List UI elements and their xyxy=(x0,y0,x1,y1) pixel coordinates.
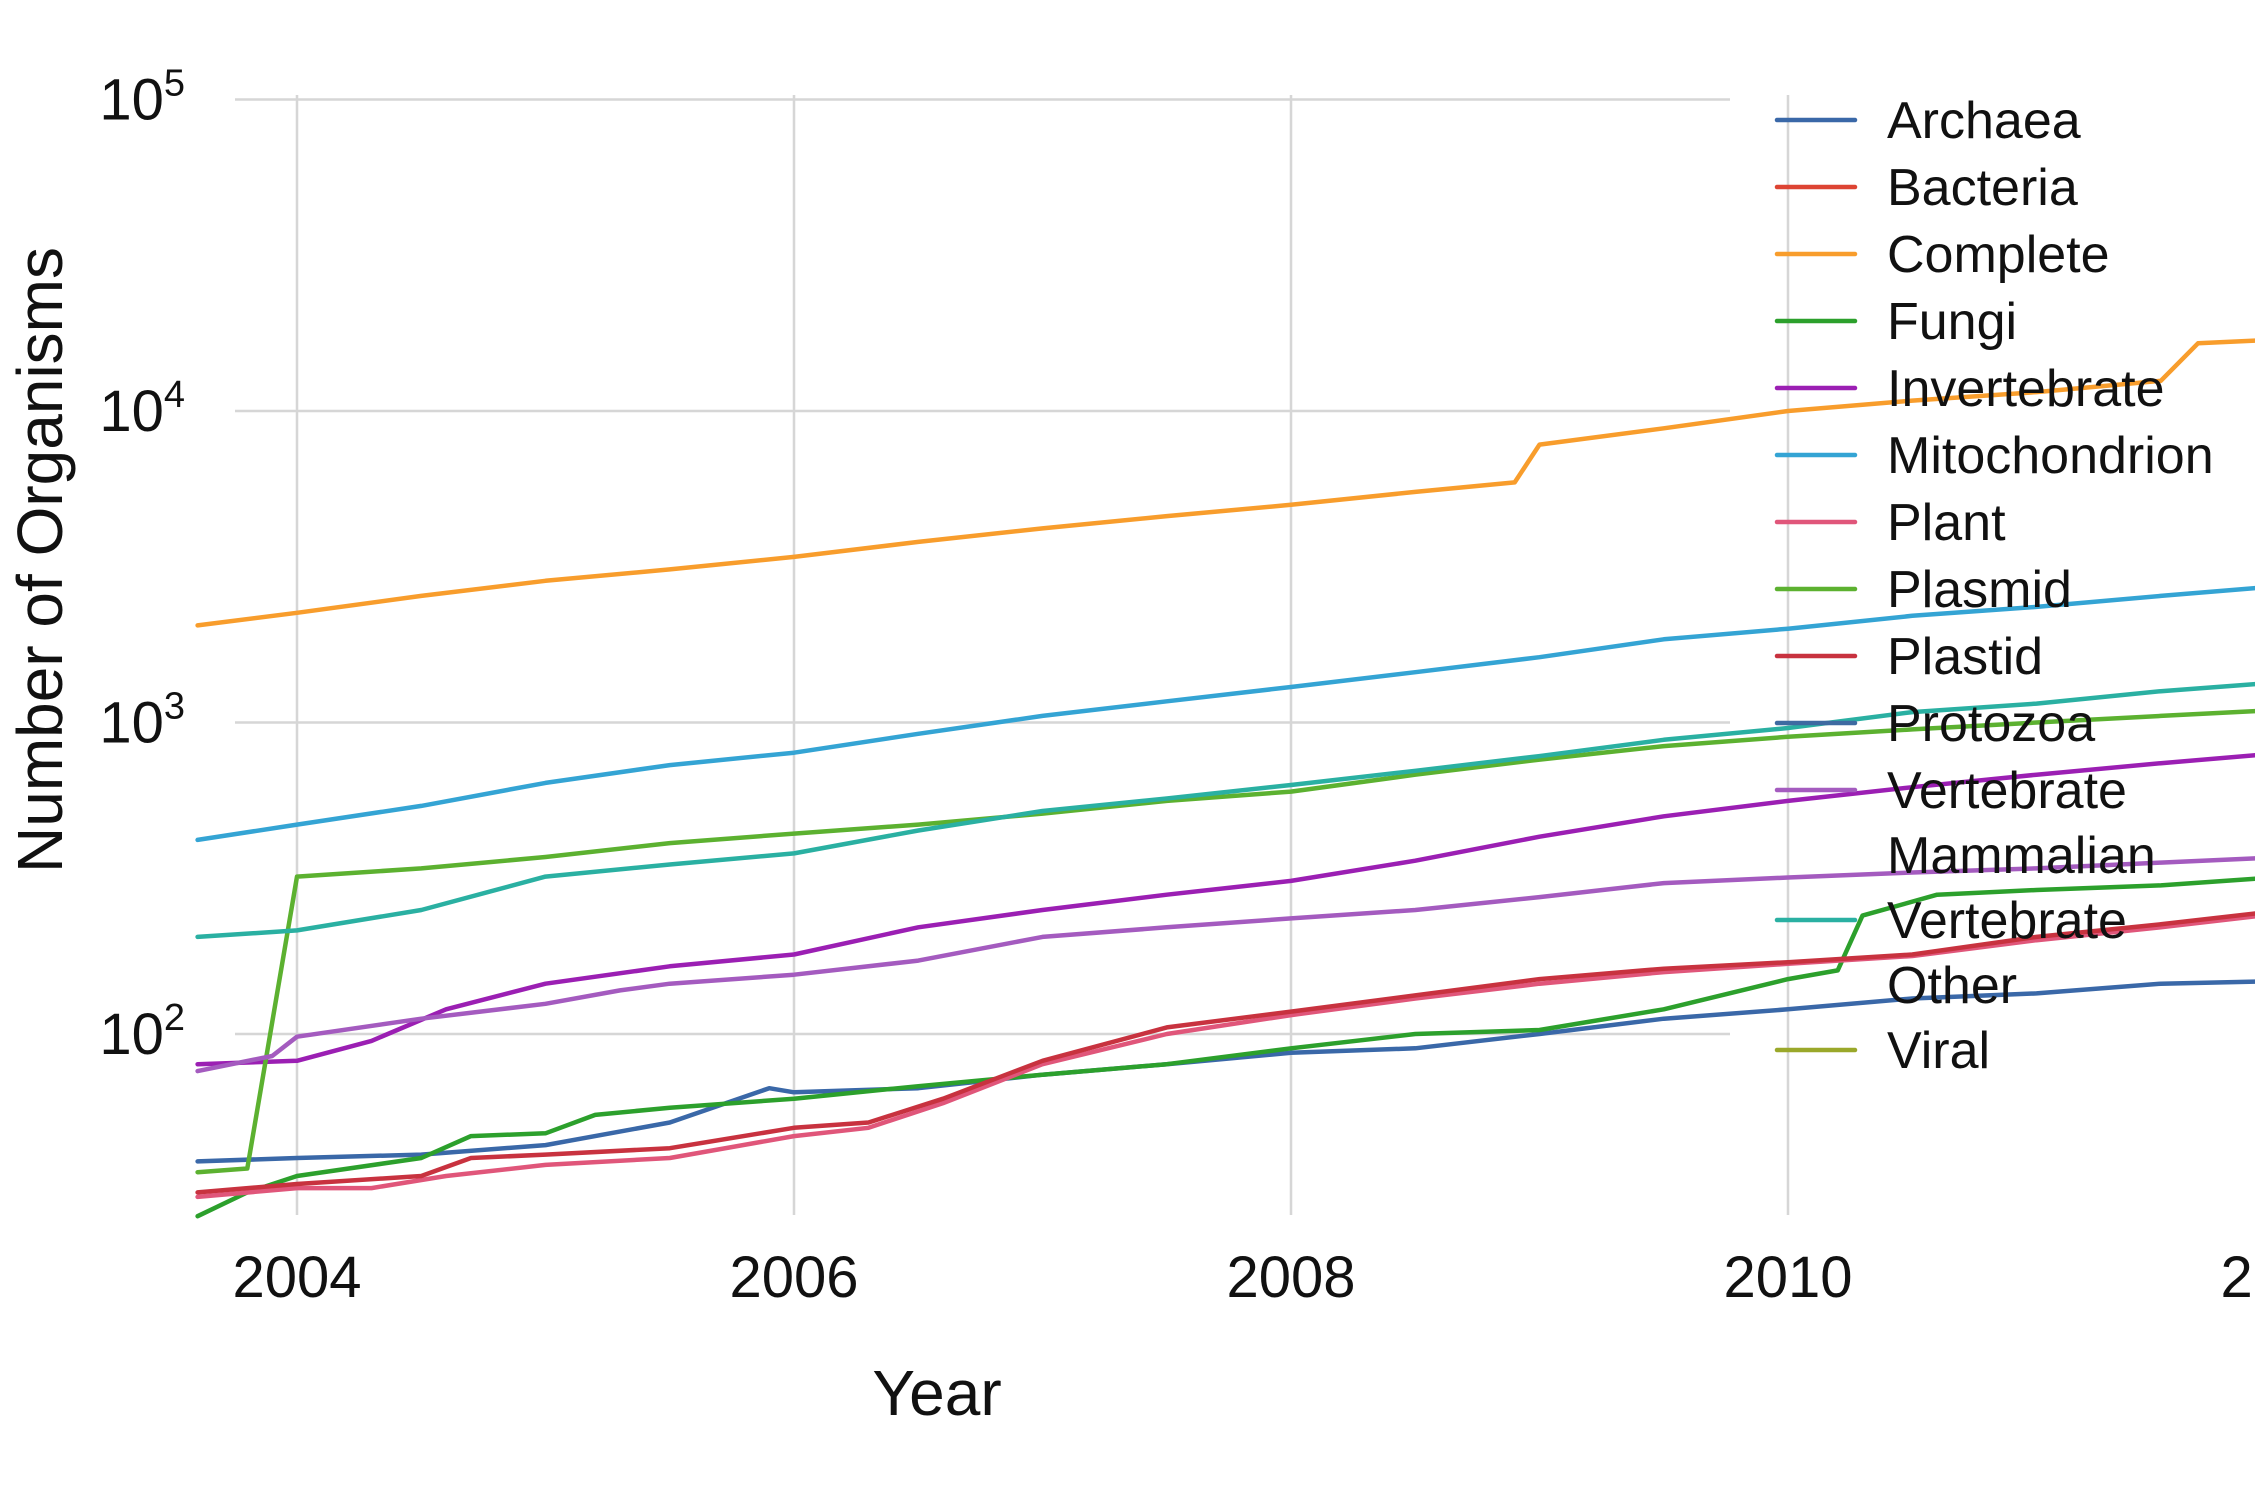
legend-item: Archaea xyxy=(1774,92,2081,150)
legend-label: Archaea xyxy=(1887,92,2081,150)
y-tick-label: 103 xyxy=(99,686,185,756)
legend-label: Mammalian xyxy=(1887,827,2156,885)
legend-item: Plant xyxy=(1774,494,2006,552)
series-line-plant xyxy=(195,914,2255,1200)
legend-item: Vertebrate Mammalian xyxy=(1774,762,2156,885)
legend-label: Protozoa xyxy=(1887,695,2095,753)
x-axis-label: Year xyxy=(872,1357,1001,1429)
x-tick-label: 2012 xyxy=(2220,1245,2255,1310)
x-tick-label: 2010 xyxy=(1723,1245,1852,1310)
legend-label: Bacteria xyxy=(1887,159,2078,217)
series-lines xyxy=(195,338,2255,1219)
series-line-fungi xyxy=(195,876,2255,1219)
legend-item: Fungi xyxy=(1774,293,2017,351)
series-line-mitochondrion xyxy=(195,585,2255,843)
series-line-vertebrate-mammalian xyxy=(195,856,2255,1074)
legend-label: Plant xyxy=(1887,494,2006,552)
y-tick-label: 104 xyxy=(99,374,185,444)
x-tick-labels: 200420062008201020122014 xyxy=(232,1245,2255,1310)
y-axis-label: Number of Organisms xyxy=(4,247,76,873)
series-line-vertebrate-other xyxy=(195,681,2255,940)
y-tick-label: 105 xyxy=(99,63,185,133)
legend-item: Vertebrate Other xyxy=(1774,892,2127,1015)
y-tick-label: 102 xyxy=(99,997,185,1067)
legend-label: Vertebrate xyxy=(1887,762,2127,820)
legend-label: Fungi xyxy=(1887,293,2017,351)
legend-item: Plastid xyxy=(1774,628,2043,686)
legend-label: Plasmid xyxy=(1887,561,2072,619)
legend-label: Invertebrate xyxy=(1887,360,2165,418)
x-tick-label: 2008 xyxy=(1226,1245,1355,1310)
series-line-complete xyxy=(195,338,2255,628)
legend-item: Mitochondrion xyxy=(1774,427,2214,485)
legend: Archaea Bacteria Complete Fungi Invertebrate… xyxy=(1774,92,2214,1080)
legend-item: Protozoa xyxy=(1774,695,2095,753)
legend-label: Viral xyxy=(1887,1022,1990,1080)
legend-label: Mitochondrion xyxy=(1887,427,2214,485)
series-line-plastid xyxy=(195,911,2255,1195)
legend-label: Other xyxy=(1887,957,2017,1015)
legend-item: Complete xyxy=(1774,226,2110,284)
series-line-invertebrate xyxy=(195,752,2255,1067)
x-tick-label: 2006 xyxy=(729,1245,858,1310)
legend-label: Plastid xyxy=(1887,628,2043,686)
series-line-archaea xyxy=(195,979,2255,1164)
x-tick-label: 2004 xyxy=(232,1245,361,1310)
legend-label: Complete xyxy=(1887,226,2110,284)
legend-item: Plasmid xyxy=(1774,561,2072,619)
legend-item: Viral xyxy=(1774,1022,1990,1080)
series-line-plasmid xyxy=(195,708,2255,1175)
legend-label: Vertebrate xyxy=(1887,892,2127,950)
y-tick-labels: 102 103 104 105 xyxy=(99,63,185,1068)
legend-item: Invertebrate xyxy=(1774,360,2165,418)
legend-item: Bacteria xyxy=(1774,159,2078,217)
